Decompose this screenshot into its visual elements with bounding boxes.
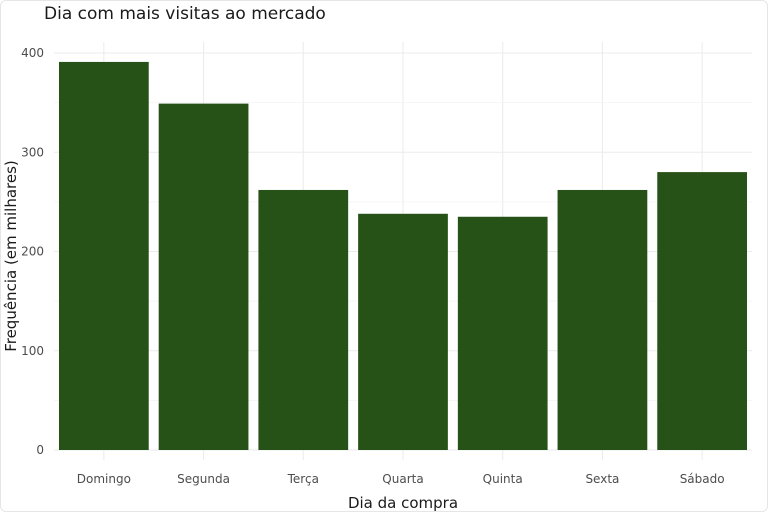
bar-quinta [457,216,548,450]
x-tick-label: Quinta [483,472,523,486]
x-tick-label: Segunda [177,472,230,486]
bar-terça [258,189,349,450]
bar-quarta [358,213,448,450]
y-tick-label: 400 [21,46,44,60]
y-axis-title: Frequência (em milhares) [2,160,20,352]
x-tick-label: Domingo [77,472,131,486]
bars [58,61,748,451]
x-tick-label: Quarta [382,472,423,486]
x-axis-title: Dia da compra [348,494,458,512]
x-tick-label: Terça [287,472,319,486]
y-axis-ticks: 0 100 200 300 400 [21,46,44,457]
x-tick-label: Sábado [680,472,725,486]
bar-domingo [58,61,149,451]
x-tick-label: Sexta [585,472,619,486]
y-tick-label: 0 [36,443,44,457]
x-axis-ticks: Domingo Segunda Terça Quarta Quinta Sexta Sába… [77,472,725,486]
y-tick-label: 300 [21,145,44,159]
bar-sexta [557,189,648,450]
y-tick-label: 100 [21,344,44,358]
y-tick-label: 200 [21,245,44,259]
chart-title: Dia com mais visitas ao mercado [44,4,326,24]
bar-sábado [657,172,748,450]
bar-segunda [158,103,249,451]
